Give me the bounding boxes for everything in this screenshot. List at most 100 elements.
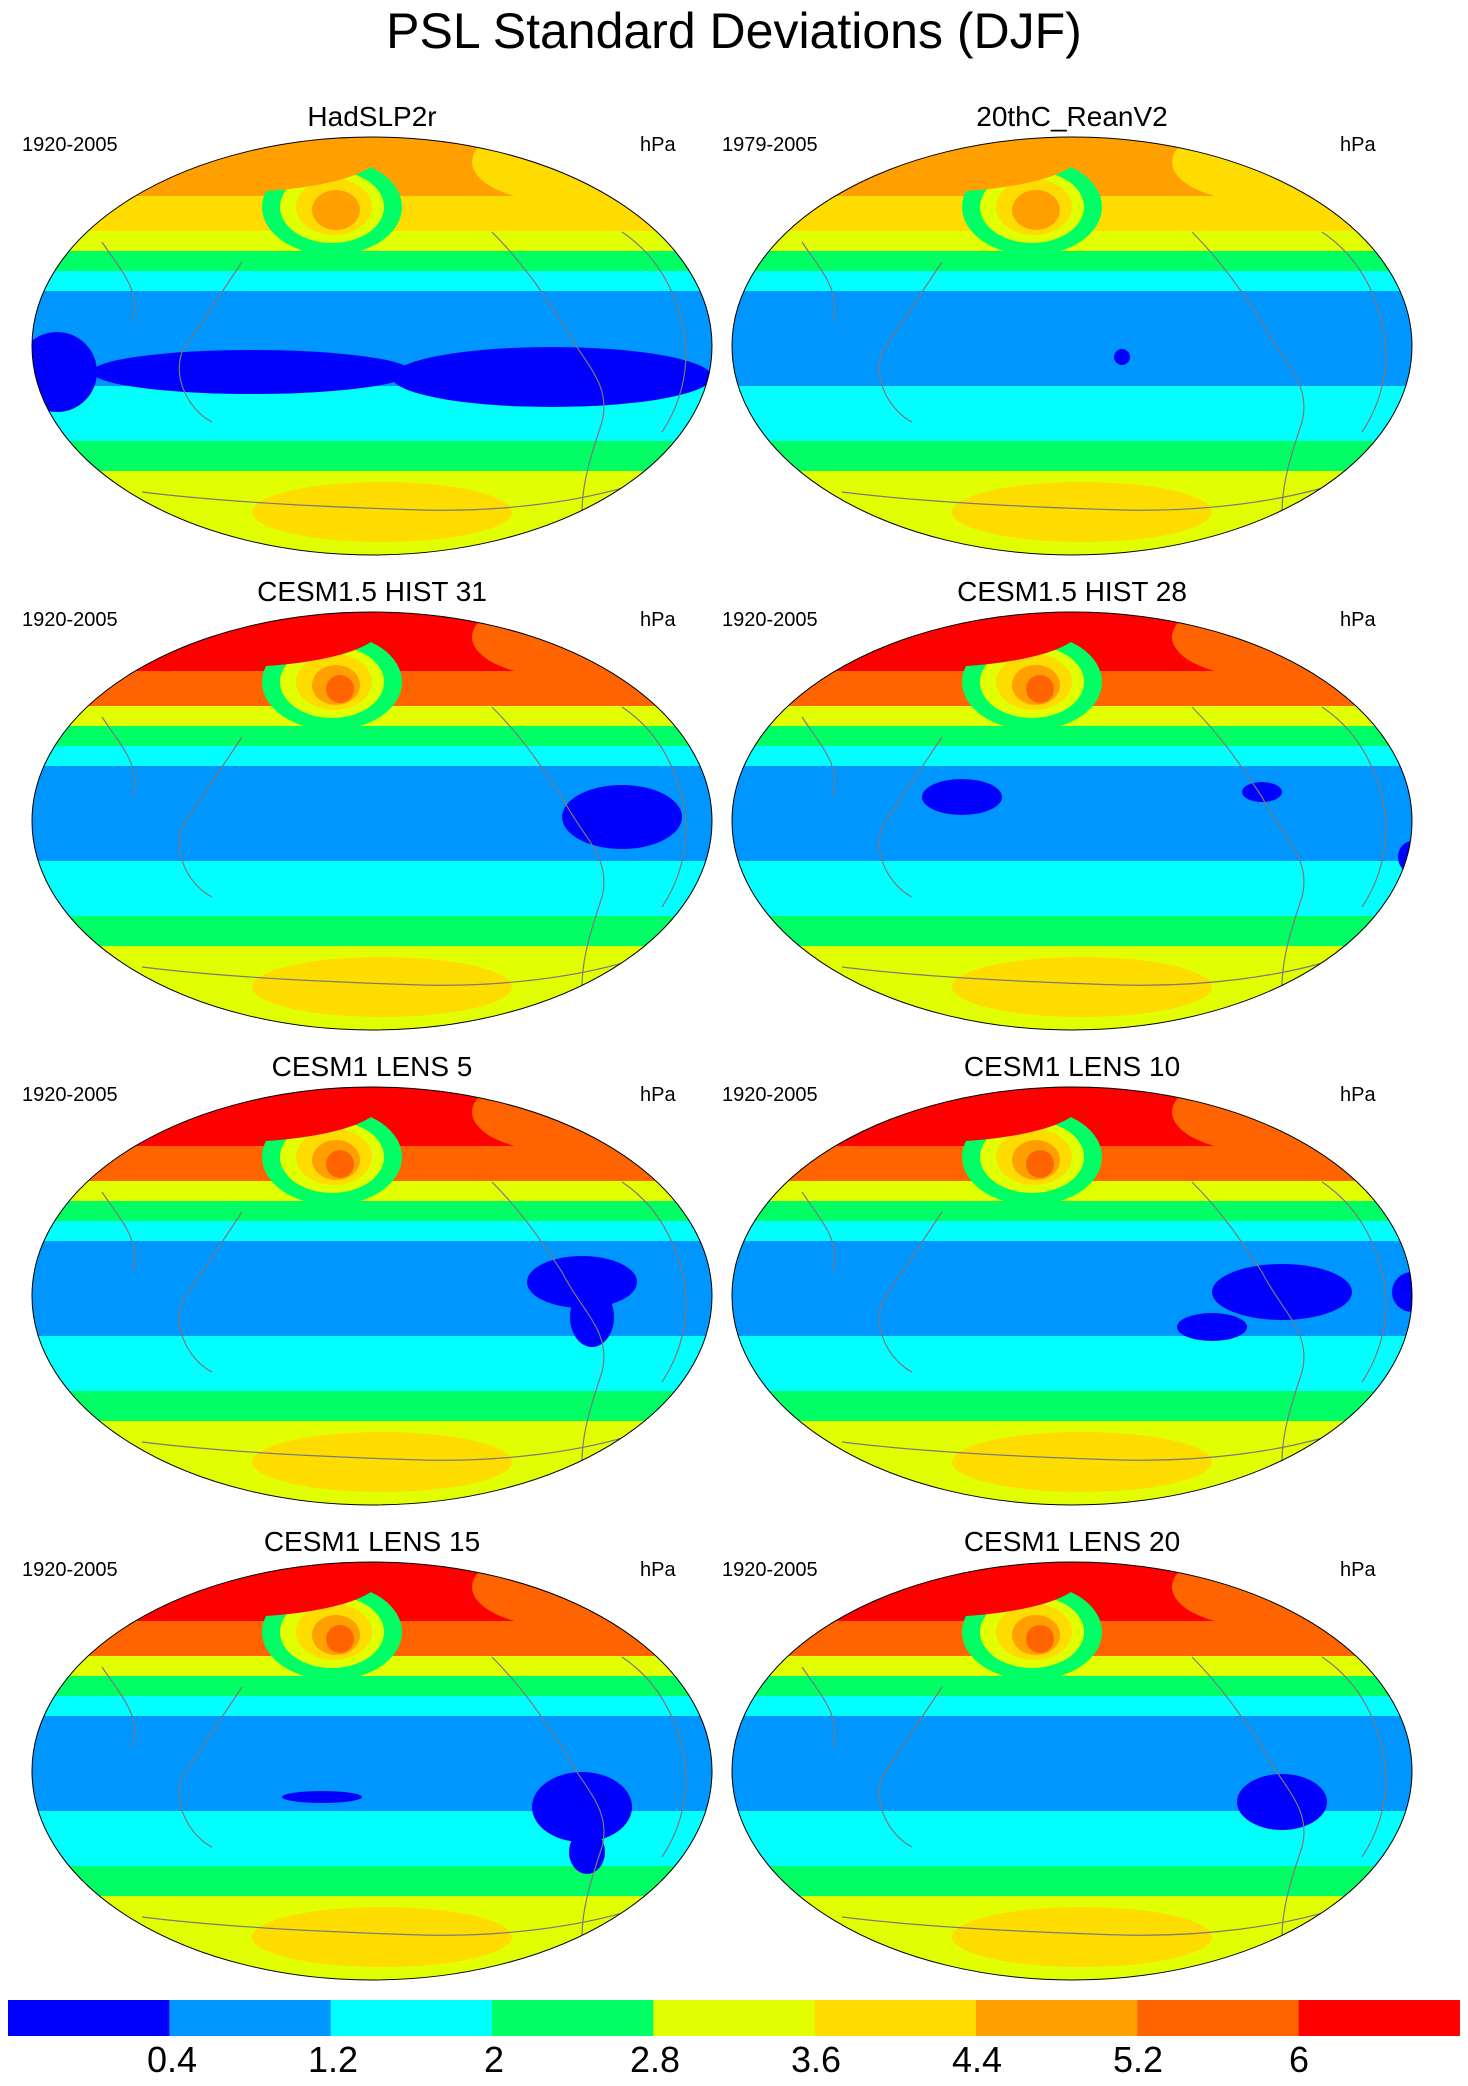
figure-title: PSL Standard Deviations (DJF) xyxy=(386,3,1082,59)
southern-anomaly xyxy=(252,1907,512,1967)
colorbar-swatch xyxy=(1298,2000,1460,2036)
coastline xyxy=(101,716,136,798)
arctic-anomaly xyxy=(472,1562,652,1627)
coastline xyxy=(841,1431,1343,1461)
low-variance-region xyxy=(1177,1313,1247,1341)
aleutian-anomaly xyxy=(1012,190,1060,230)
sd-band xyxy=(32,1866,712,1896)
world-map xyxy=(31,136,713,556)
map-panel: HadSLP2r 1920-2005 hPa xyxy=(22,100,722,565)
world-map xyxy=(31,1086,713,1506)
coastline xyxy=(178,261,243,423)
panel-title: CESM1 LENS 15 xyxy=(263,1526,481,1557)
low-variance-region xyxy=(527,1256,637,1308)
arctic-anomaly xyxy=(1172,137,1352,202)
sd-band xyxy=(32,861,712,916)
sd-band xyxy=(732,386,1412,441)
aleutian-anomaly xyxy=(326,675,354,703)
low-variance-region xyxy=(1212,1264,1352,1320)
colorbar-swatch xyxy=(814,2000,977,2036)
sd-band xyxy=(732,441,1412,471)
colorbar-swatch xyxy=(976,2000,1138,2036)
colorbar-swatch xyxy=(330,2000,493,2036)
sd-band xyxy=(32,746,712,766)
coastline xyxy=(878,736,943,898)
panel-units: hPa xyxy=(640,1559,676,1581)
panel-period: 1920-2005 xyxy=(722,1559,818,1581)
panel-period: 1920-2005 xyxy=(22,134,118,156)
low-variance-region xyxy=(532,1772,632,1842)
sd-band xyxy=(32,1221,712,1241)
sd-band xyxy=(732,726,1412,746)
coastline xyxy=(1321,1181,1387,1383)
sd-band xyxy=(732,1391,1412,1421)
panel-title: CESM1.5 HIST 31 xyxy=(257,576,487,607)
panel-period: 1920-2005 xyxy=(22,1559,118,1581)
aleutian-anomaly xyxy=(326,1625,354,1653)
panel-units: hPa xyxy=(1340,1559,1376,1581)
map-outline xyxy=(31,1086,713,1506)
aleutian-anomaly xyxy=(1026,1150,1054,1178)
panel-period: 1920-2005 xyxy=(722,1084,818,1106)
sd-band xyxy=(732,861,1412,916)
colorbar-tick-label: 2 xyxy=(483,2039,505,2080)
coastline xyxy=(801,1191,836,1273)
low-variance-region xyxy=(562,785,682,849)
low-variance-region xyxy=(1242,782,1282,802)
sd-band xyxy=(732,291,1412,386)
map-outline xyxy=(31,1561,713,1981)
sd-band xyxy=(32,1696,712,1716)
map-outline xyxy=(731,1086,1413,1506)
coastline xyxy=(1321,706,1387,908)
coastline xyxy=(621,1181,687,1383)
aleutian-anomaly xyxy=(312,190,360,230)
colorbar-swatch xyxy=(492,2000,654,2036)
aleutian-anomaly xyxy=(326,1150,354,1178)
arctic-anomaly xyxy=(1172,612,1352,677)
sd-band xyxy=(732,1866,1412,1896)
panel-units: hPa xyxy=(640,134,676,156)
panel-title: HadSLP2r xyxy=(307,101,437,132)
panel-units: hPa xyxy=(1340,609,1376,631)
southern-anomaly xyxy=(952,1907,1212,1967)
map-panel: CESM1 LENS 20 1920-2005 hPa xyxy=(722,1525,1422,1990)
colorbar-swatch xyxy=(8,2000,170,2036)
map-panel: CESM1.5 HIST 28 1920-2005 hPa xyxy=(722,575,1422,1040)
coastline xyxy=(101,1191,136,1273)
world-map xyxy=(31,1561,713,1981)
sd-band xyxy=(32,441,712,471)
colorbar-tick-label: 0.4 xyxy=(146,2039,198,2080)
sd-band xyxy=(732,1221,1412,1241)
map-outline xyxy=(731,1561,1413,1981)
coastline xyxy=(141,481,643,511)
panel-title: CESM1 LENS 10 xyxy=(963,1051,1181,1082)
coastline xyxy=(491,1656,605,1938)
sd-band xyxy=(32,916,712,946)
colorbar xyxy=(8,2000,1460,2036)
coastline xyxy=(621,706,687,908)
coastline xyxy=(178,736,243,898)
coastline xyxy=(878,1211,943,1373)
sd-band xyxy=(732,916,1412,946)
sd-band xyxy=(32,1391,712,1421)
coastline xyxy=(801,716,836,798)
map-outline xyxy=(731,611,1413,1031)
arctic-anomaly xyxy=(472,137,652,202)
coastline xyxy=(141,1906,643,1936)
sd-band xyxy=(732,746,1412,766)
panel-period: 1920-2005 xyxy=(722,609,818,631)
map-panel: CESM1 LENS 15 1920-2005 hPa xyxy=(22,1525,722,1990)
coastline xyxy=(178,1686,243,1848)
coastline xyxy=(178,1211,243,1373)
arctic-anomaly xyxy=(472,612,652,677)
colorbar-swatch xyxy=(1137,2000,1300,2036)
sd-band xyxy=(32,1676,712,1696)
low-variance-region xyxy=(1392,1272,1412,1312)
southern-anomaly xyxy=(952,482,1212,542)
coastline xyxy=(491,1181,605,1463)
colorbar-tick-label: 1.2 xyxy=(307,2039,359,2080)
coastline xyxy=(101,241,136,323)
colorbar-tick-label: 6 xyxy=(1288,2039,1310,2080)
world-map xyxy=(731,611,1413,1031)
arctic-anomaly xyxy=(1172,1087,1352,1152)
